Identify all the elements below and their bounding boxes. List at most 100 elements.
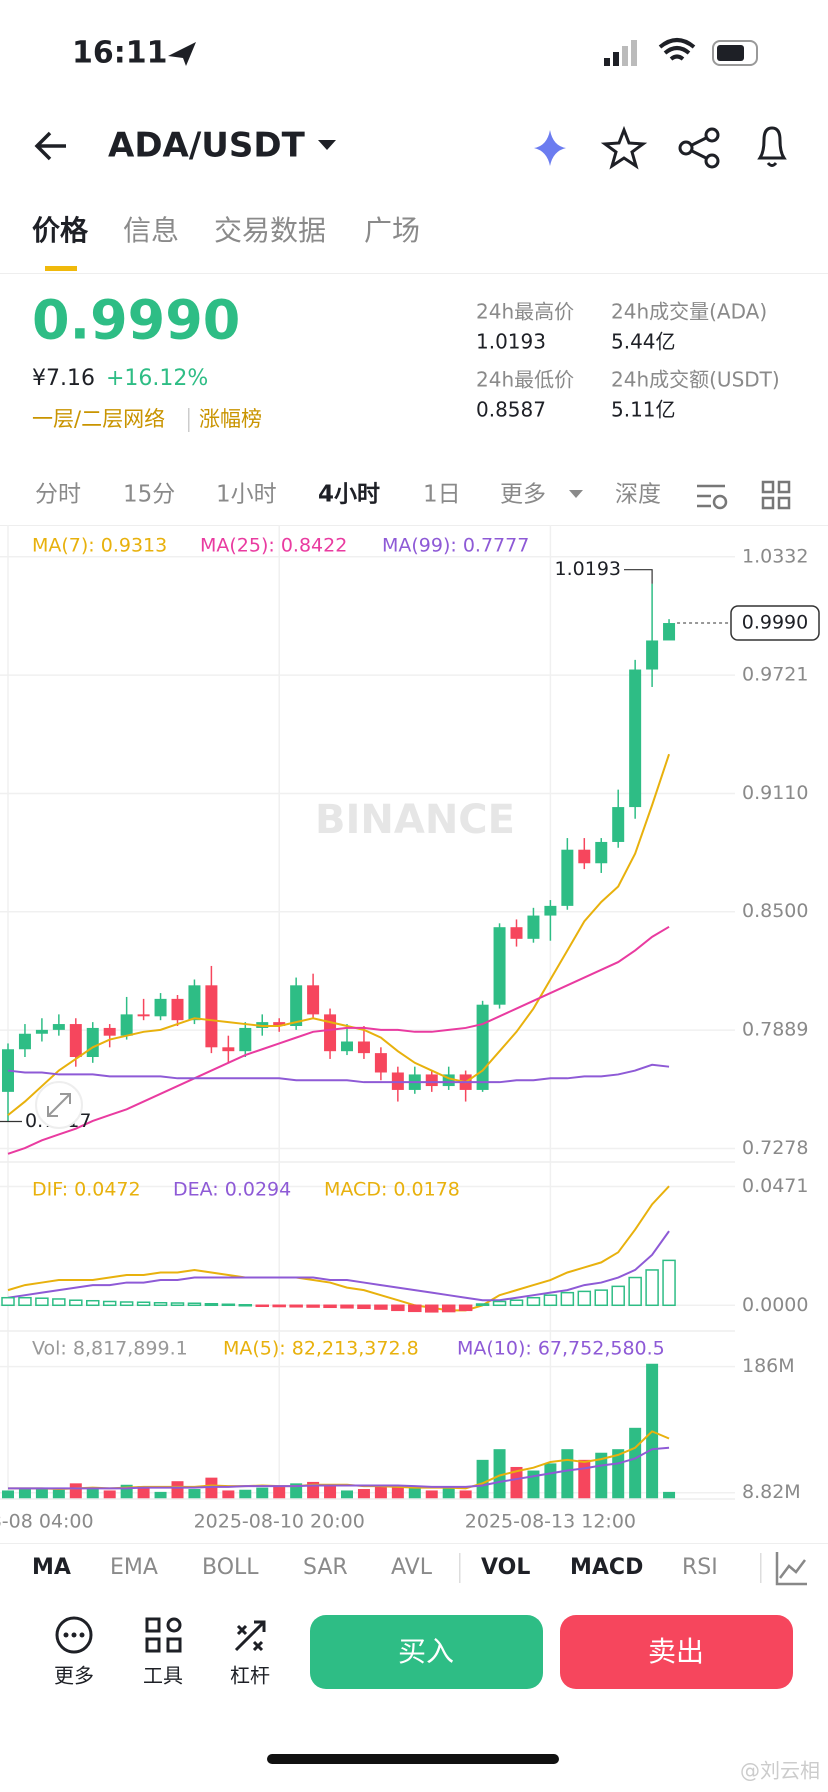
interval[interactable]: 分时 [35, 482, 81, 508]
watermark: BINANCE [315, 797, 515, 843]
legend-entry: MA(99): 0.7777 [382, 535, 529, 557]
stat-value: 0.8587 [476, 398, 546, 422]
tools-icon[interactable] [145, 1617, 182, 1653]
candle-body [188, 985, 201, 1021]
interval[interactable]: 1日 [423, 482, 461, 508]
buy-label[interactable]: 买入 [398, 1635, 454, 1668]
tab-indicator [45, 266, 77, 271]
interval[interactable]: 更多 [500, 482, 546, 508]
candle-body [527, 915, 540, 939]
interval[interactable]: 4小时 [318, 482, 380, 508]
candle-body [612, 807, 625, 842]
indicator-tab[interactable]: MA [32, 1555, 71, 1580]
volume-bar [171, 1481, 184, 1499]
indicator-tab[interactable]: MACD [570, 1555, 643, 1580]
sell-label[interactable]: 卖出 [648, 1635, 704, 1668]
indicator-tab[interactable]: BOLL [202, 1555, 259, 1580]
expand-button[interactable] [35, 1081, 83, 1129]
volume-bar [205, 1477, 218, 1499]
macd-bar [391, 1304, 405, 1312]
candle-body [663, 623, 676, 641]
tab[interactable]: 广场 [364, 214, 420, 247]
divider [0, 525, 828, 526]
indicator-line [7, 753, 670, 1116]
indicator-settings[interactable] [775, 1552, 807, 1586]
interval[interactable]: 1小时 [216, 482, 277, 508]
volume-bar [561, 1449, 574, 1499]
legend-entry: MA(7): 0.9313 [32, 535, 167, 557]
y-tick-label: 0.7278 [742, 1137, 808, 1159]
share-button[interactable] [678, 127, 720, 169]
indicator-line [7, 1230, 670, 1302]
battery-icon [712, 40, 758, 66]
macd-bar [119, 1301, 134, 1307]
macd-bar [52, 1298, 66, 1307]
macd-bar [238, 1304, 253, 1307]
candle-body [510, 927, 523, 939]
layout-button[interactable] [761, 480, 791, 510]
divider [0, 1543, 828, 1544]
pair-title[interactable]: ADA/USDT [108, 126, 306, 166]
interval[interactable]: 15分 [123, 482, 175, 508]
buy-button[interactable] [310, 1615, 543, 1689]
volume-bar [52, 1489, 65, 1499]
legend-entry: MA(5): 82,213,372.8 [223, 1338, 419, 1360]
volume-bar [35, 1489, 48, 1499]
favorite-button[interactable] [600, 125, 648, 170]
y-tick-label: 8.82M [742, 1481, 801, 1503]
macd-bar [543, 1294, 558, 1307]
macd-bar [374, 1304, 388, 1310]
indicator-line [7, 925, 670, 1155]
leverage-label[interactable]: 杠杆 [230, 1664, 270, 1688]
volume-bar [239, 1489, 252, 1499]
leverage-icon[interactable] [234, 1620, 266, 1652]
macd-bar [458, 1304, 473, 1312]
volume-bar [273, 1486, 286, 1499]
tag[interactable]: 一层/二层网络 [32, 407, 165, 431]
indicator-tab[interactable]: RSI [682, 1555, 718, 1580]
candle-body [493, 927, 506, 1005]
more-icon[interactable] [55, 1616, 93, 1654]
macd-bar [323, 1304, 337, 1309]
macd-bar [645, 1269, 659, 1307]
candle-body [273, 1022, 286, 1026]
alert-button[interactable] [757, 126, 787, 167]
settings-button[interactable] [697, 484, 728, 510]
candle-body [646, 640, 659, 670]
tab[interactable]: 价格 [32, 214, 89, 247]
indicator-tab[interactable]: EMA [110, 1555, 158, 1580]
indicator-tab[interactable]: SAR [303, 1555, 348, 1580]
y-tick-label: 0.0000 [742, 1294, 808, 1316]
candle-body [442, 1074, 455, 1087]
back-button[interactable] [34, 131, 66, 161]
interval-dropdown[interactable] [569, 490, 583, 498]
macd-bar [221, 1303, 236, 1307]
sell-button[interactable] [560, 1615, 793, 1689]
interval[interactable]: 深度 [615, 482, 661, 508]
macd-bar [153, 1301, 168, 1307]
macd-bar [662, 1259, 676, 1307]
ai-button[interactable] [534, 130, 566, 166]
candle-body [120, 1014, 133, 1036]
tools-label[interactable]: 工具 [143, 1664, 183, 1688]
tab[interactable]: 交易数据 [214, 214, 326, 247]
volume-bar [408, 1487, 421, 1499]
more-label[interactable]: 更多 [54, 1664, 94, 1688]
indicator-tab[interactable]: VOL [481, 1555, 530, 1580]
pair-dropdown[interactable] [318, 140, 336, 150]
indicator-tab[interactable]: AVL [391, 1555, 433, 1580]
footer-watermark: @刘云相 [740, 1759, 820, 1783]
tag[interactable]: 涨幅榜 [199, 407, 262, 431]
macd-bar [306, 1304, 320, 1308]
volume-bar [154, 1491, 167, 1499]
candle-body [86, 1027, 99, 1057]
candle-body [35, 1029, 48, 1034]
volume-bar [578, 1459, 591, 1499]
legend-entry: MA(10): 67,752,580.5 [457, 1338, 665, 1360]
candle-body [103, 1027, 116, 1036]
legend-entry: MA(25): 0.8422 [200, 535, 347, 557]
stat-label: 24h最低价 [476, 368, 574, 392]
divider [0, 273, 828, 274]
macd-bar [136, 1301, 151, 1307]
tab[interactable]: 信息 [123, 214, 179, 247]
